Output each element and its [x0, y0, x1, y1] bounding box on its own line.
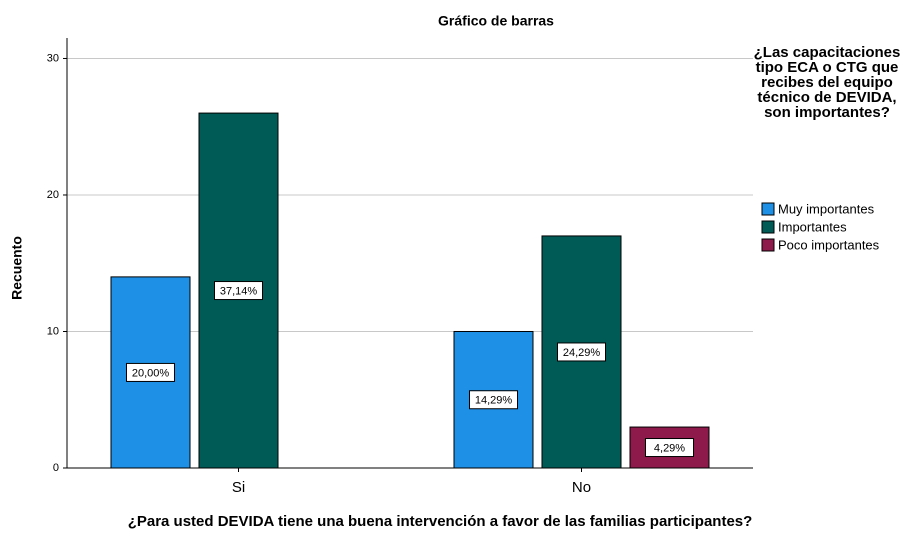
y-tick-label: 0 — [53, 462, 59, 474]
data-label-box — [557, 342, 606, 362]
x-tick-label: No — [572, 479, 591, 496]
y-tick-label: 10 — [47, 325, 59, 337]
legend-swatch — [761, 202, 775, 216]
legend-swatch — [761, 220, 775, 234]
y-tick-label: 20 — [47, 189, 59, 201]
y-axis-title: Recuento — [9, 236, 25, 300]
data-label: 14,29% — [475, 395, 513, 407]
x-axis-title: ¿Para usted DEVIDA tiene una buena inter… — [127, 513, 753, 530]
data-label: 37,14% — [220, 285, 258, 297]
legend-label: Poco importantes — [778, 237, 880, 252]
data-label-box — [645, 438, 694, 458]
data-label-box — [126, 362, 175, 382]
data-label-box — [214, 281, 263, 301]
legend-title: ¿Las capacitaciones tipo ECA o CTG que r… — [753, 44, 901, 121]
data-label: 24,29% — [563, 347, 601, 359]
legend-swatch — [761, 238, 775, 252]
data-label: 20,00% — [132, 367, 170, 379]
chart-title: Gráfico de barras — [438, 13, 554, 29]
x-tick-label: Si — [232, 479, 245, 496]
data-label-box — [469, 390, 518, 410]
data-label: 4,29% — [654, 442, 685, 454]
legend-label: Muy importantes — [778, 201, 875, 216]
legend-label: Importantes — [778, 219, 847, 234]
y-tick-label: 30 — [47, 52, 59, 64]
